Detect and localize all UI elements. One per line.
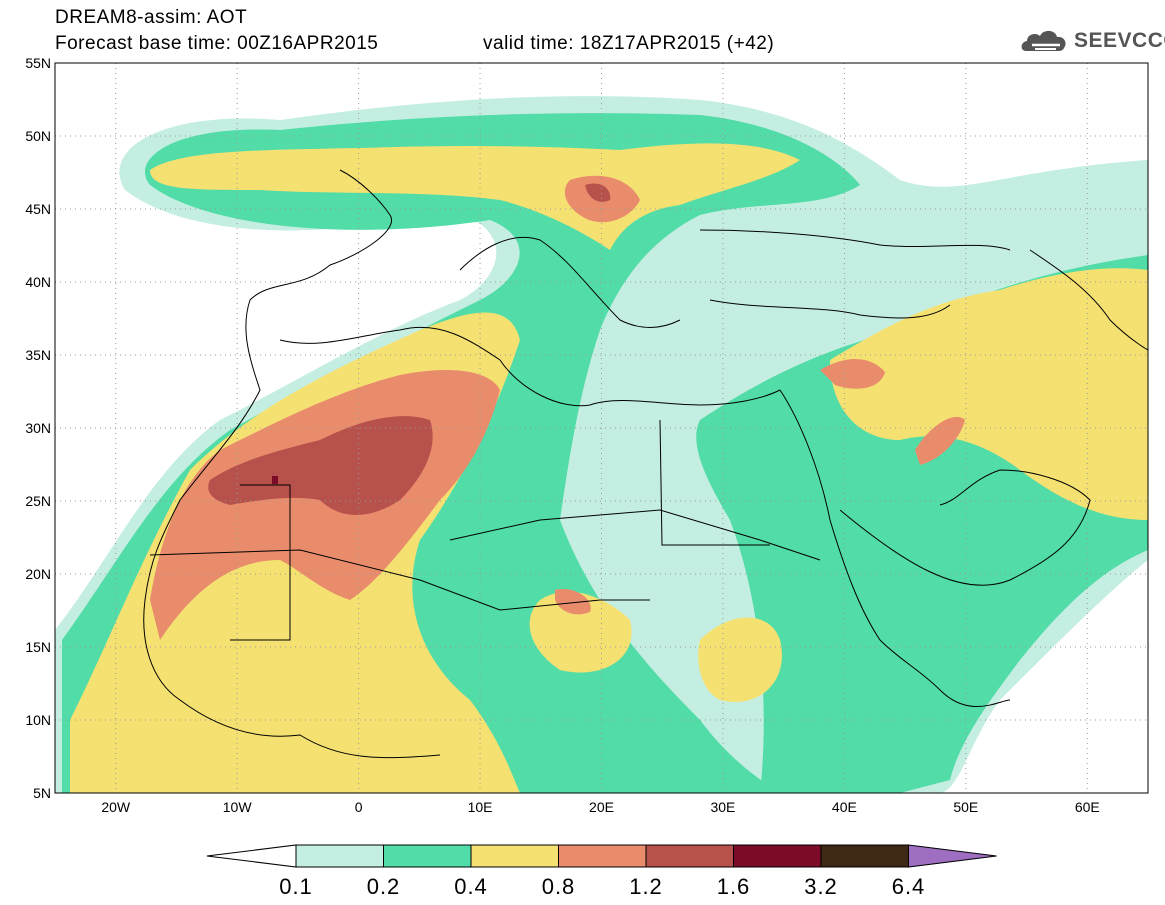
- colorbar-box: [470, 844, 559, 868]
- colorbar-box: [733, 844, 822, 868]
- colorbar-box: [383, 844, 472, 868]
- map-frame: [54, 62, 1149, 794]
- colorbar-threshold-label: 1.6: [717, 874, 751, 899]
- aot-band-1.2-balkans: [585, 183, 611, 202]
- aot-band-0.8-chad: [555, 589, 591, 615]
- coastlines: [143, 169, 1148, 759]
- lon-label: 10E: [468, 799, 493, 815]
- aot-band-1.2: [208, 416, 433, 515]
- lat-label: 15N: [25, 639, 51, 655]
- lat-label: 30N: [25, 420, 51, 436]
- aot-band-0.4-nile: [698, 617, 782, 702]
- lon-label: 0: [355, 799, 363, 815]
- colorbar-threshold-label: 6.4: [892, 874, 926, 899]
- lat-label: 40N: [25, 274, 51, 290]
- brand-name: SEEVCCC: [1074, 29, 1165, 52]
- aot-band-0.4-mideast: [830, 268, 1148, 520]
- colorbar-threshold-label: 0.8: [542, 874, 576, 899]
- cloud-logo-icon: [1021, 30, 1066, 51]
- forecast-base-time: Forecast base time: 00Z16APR2015: [55, 33, 379, 54]
- lon-label: 10W: [223, 799, 253, 815]
- colorbar-underflow-triangle: [206, 844, 297, 868]
- aot-band-0.4-europe: [150, 143, 800, 250]
- lon-label: 20W: [101, 799, 131, 815]
- map-title: DREAM8-assim: AOT: [55, 7, 248, 28]
- brand-logo: SEEVCCC: [1018, 23, 1165, 57]
- colorbar-threshold-label: 0.4: [454, 874, 488, 899]
- lon-label: 30E: [710, 799, 735, 815]
- lat-label: 50N: [25, 128, 51, 144]
- colorbar-threshold-label: 0.2: [367, 874, 401, 899]
- lat-label: 35N: [25, 347, 51, 363]
- valid-time: valid time: 18Z17APR2015 (+42): [483, 33, 775, 54]
- lat-label: 5N: [33, 785, 51, 801]
- aot-band-3.2: [272, 476, 278, 484]
- aot-band-0.8-iraq: [820, 358, 885, 389]
- lon-label: 50E: [953, 799, 978, 815]
- longitude-labels: 20W 10W 0 10E 20E 30E 40E 50E 60E: [101, 799, 1099, 815]
- colorbar-box: [558, 844, 647, 868]
- aot-band-0.8-kuwait: [915, 416, 965, 465]
- colorbar-box: [645, 844, 734, 868]
- aot-band-0.4-sahel: [529, 591, 632, 673]
- colorbar-box: [820, 844, 909, 868]
- colorbar-box: [295, 844, 384, 868]
- colorbar-threshold-label: 0.1: [279, 874, 313, 899]
- colorbar-threshold-label: 1.2: [629, 874, 663, 899]
- lat-label: 10N: [25, 712, 51, 728]
- lat-label: 45N: [25, 201, 51, 217]
- lat-label: 25N: [25, 493, 51, 509]
- colorbar-threshold-label: 3.2: [804, 874, 838, 899]
- aot-contours: [55, 96, 1148, 793]
- lon-label: 20E: [589, 799, 614, 815]
- colorbar-overflow-triangle: [908, 844, 997, 868]
- lat-label: 55N: [25, 55, 51, 71]
- lat-label: 20N: [25, 566, 51, 582]
- lon-label: 40E: [832, 799, 857, 815]
- lon-label: 60E: [1075, 799, 1100, 815]
- latitude-labels: 55N 50N 45N 40N 35N 30N 25N 20N 15N 10N 5N: [25, 55, 51, 801]
